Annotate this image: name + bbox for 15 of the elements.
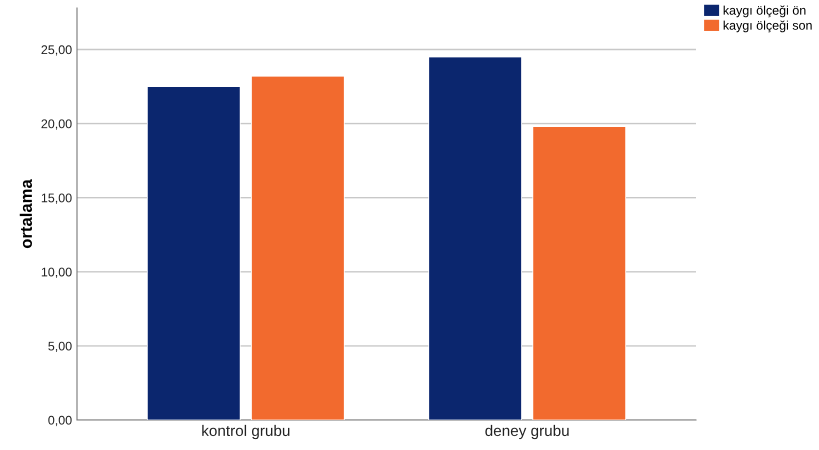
bar	[428, 56, 522, 420]
y-axis-title: ortalama	[20, 179, 32, 248]
y-tick-label: 0,00	[48, 416, 72, 426]
y-tick-label: 20,00	[41, 119, 72, 130]
y-tick-label: 25,00	[41, 45, 72, 56]
y-tick-label: 10,00	[42, 268, 72, 278]
x-tick-label: kontrol grubu	[202, 424, 290, 440]
x-tick-label: deney grubu	[485, 424, 569, 440]
bar	[251, 76, 345, 420]
bar	[146, 86, 241, 420]
y-tick-label: 15,00	[42, 194, 72, 204]
legend-label: kaygı ölçeği son	[724, 20, 812, 32]
legend-label: kaygı ölçeği ön	[724, 5, 806, 18]
bar	[532, 126, 626, 420]
y-tick-label: 5,00	[48, 342, 72, 352]
